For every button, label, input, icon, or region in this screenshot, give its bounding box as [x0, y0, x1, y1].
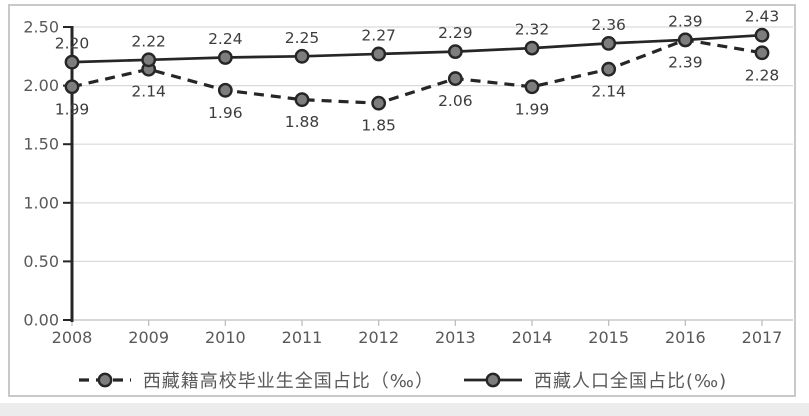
data-point-marker: [217, 50, 233, 65]
x-tick-label: 2010: [205, 328, 246, 347]
data-point-marker: [447, 44, 463, 60]
data-point-marker: [294, 92, 310, 108]
data-label: 2.06: [438, 92, 473, 110]
x-tick-label: 2016: [665, 328, 706, 347]
page-bottom-strip: [0, 403, 809, 416]
data-label: 2.43: [745, 8, 780, 26]
y-tick-label: 1.00: [23, 193, 59, 212]
data-label: 2.32: [515, 21, 550, 39]
data-point-marker: [447, 71, 463, 86]
data-point-marker: [64, 79, 80, 95]
data-label: 2.39: [668, 53, 703, 71]
data-label: 1.99: [515, 100, 550, 118]
data-label: 2.25: [285, 29, 320, 47]
x-tick-label: 2011: [282, 328, 323, 347]
x-tick-label: 2017: [742, 328, 783, 347]
x-tick-label: 2015: [588, 328, 629, 347]
data-label: 2.29: [438, 24, 473, 42]
legend-item-population: 西藏人口全国占比(‰): [462, 367, 727, 393]
data-point-marker: [371, 46, 387, 62]
data-point-marker: [601, 61, 617, 77]
data-point-marker: [141, 52, 157, 68]
data-label: 1.88: [285, 113, 320, 131]
x-tick-label: 2013: [435, 328, 476, 347]
data-point-marker: [754, 27, 770, 43]
y-tick-label: 2.50: [23, 18, 59, 37]
data-label: 1.96: [208, 104, 243, 122]
data-label: 2.39: [668, 12, 703, 30]
solid-series-marker-icon: [463, 372, 522, 388]
data-label: 1.99: [55, 100, 90, 118]
y-tick-label: 0.50: [23, 252, 59, 271]
data-label: 2.14: [131, 83, 166, 101]
dashed-series-marker-icon: [78, 372, 131, 388]
data-label: 2.36: [591, 16, 626, 34]
data-point-marker: [754, 45, 770, 61]
data-point-marker: [677, 32, 693, 48]
series-line-dashed: [71, 38, 763, 105]
legend-item-graduates: 西藏籍高校毕业生全国占比（‰）: [77, 367, 434, 393]
y-tick-label: 2.00: [23, 76, 59, 95]
data-label: 2.20: [55, 35, 90, 53]
x-tick-label: 2008: [52, 328, 93, 347]
data-label: 2.22: [131, 32, 166, 50]
data-point-marker: [294, 48, 310, 64]
legend-label-population: 西藏人口全国占比(‰): [533, 371, 728, 392]
x-tick-label: 2012: [358, 328, 399, 347]
y-tick-label: 1.50: [23, 135, 59, 154]
data-point-marker: [371, 95, 387, 111]
data-point-marker: [64, 54, 80, 70]
x-tick-label: 2009: [128, 328, 169, 347]
data-label: 2.24: [208, 30, 243, 48]
data-label: 2.14: [591, 83, 626, 101]
data-point-marker: [601, 36, 617, 51]
legend-label-graduates: 西藏籍高校毕业生全国占比（‰）: [142, 371, 434, 392]
data-label: 2.27: [361, 26, 396, 44]
x-tick-label: 2014: [512, 328, 553, 347]
data-point-marker: [217, 82, 233, 98]
series-line-solid: [71, 33, 763, 64]
y-tick-label: 0.00: [23, 311, 59, 330]
data-label: 1.85: [361, 117, 396, 135]
data-point-marker: [524, 40, 540, 56]
data-label: 2.28: [745, 66, 780, 84]
chart-legend: 西藏籍高校毕业生全国占比（‰） 西藏人口全国占比(‰): [8, 363, 796, 397]
data-point-marker: [524, 79, 540, 95]
chart-frame: [8, 4, 796, 397]
